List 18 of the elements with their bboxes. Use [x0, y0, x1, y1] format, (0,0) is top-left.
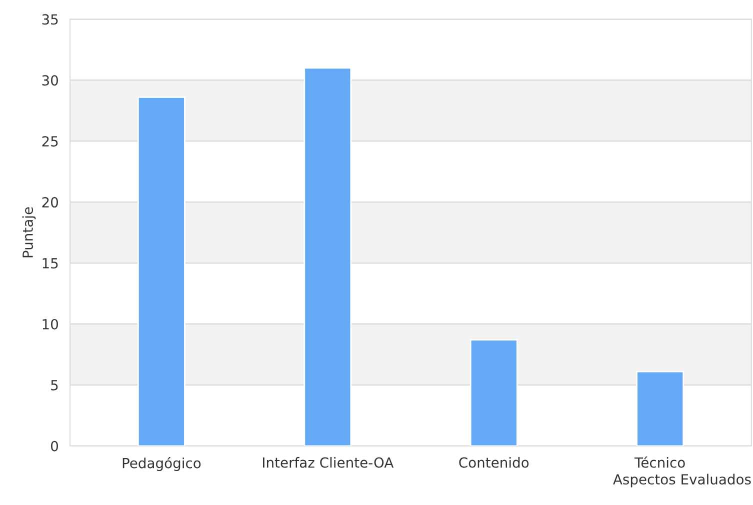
- y-tick-label: 20: [42, 197, 58, 208]
- y-tick-label: 30: [42, 75, 58, 86]
- bar: [636, 370, 684, 446]
- bar: [137, 96, 186, 446]
- x-tick-label: Interfaz Cliente-OA: [263, 457, 394, 468]
- y-axis-title: Puntaje: [22, 207, 36, 258]
- bar: [304, 67, 352, 446]
- y-tick-label: 35: [42, 14, 58, 25]
- x-tick-label: Contenido: [459, 457, 529, 468]
- x-tick-label: Pedagógico: [122, 457, 201, 472]
- y-tick-label: 5: [51, 380, 58, 390]
- y-tick-label: 15: [42, 258, 58, 269]
- x-axis-title: Aspectos Evaluados: [613, 474, 751, 488]
- bar: [470, 339, 518, 446]
- y-tick-label: 0: [50, 440, 58, 452]
- y-tick-label: 10: [42, 318, 58, 330]
- y-tick-label: 25: [42, 136, 58, 147]
- x-tick-label: Técnico: [634, 456, 685, 468]
